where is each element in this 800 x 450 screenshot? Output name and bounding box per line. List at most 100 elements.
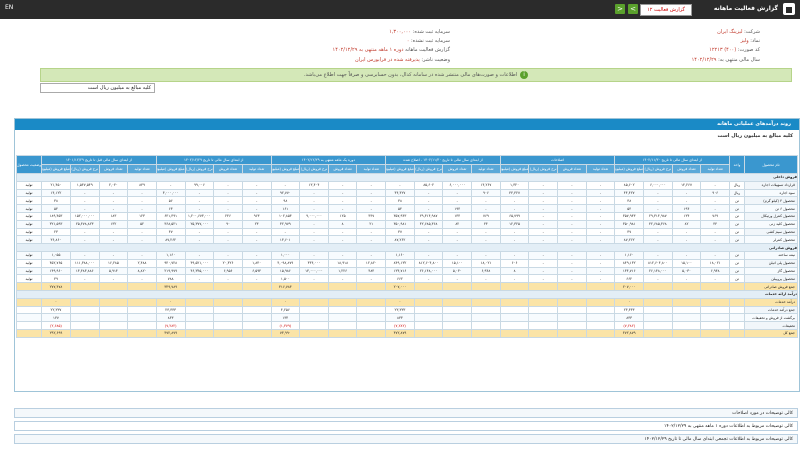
value-cell: ۱۵۲,۰۰۰,۰۰۰ [69,211,100,221]
value-cell: - [98,227,129,237]
value-cell [127,282,157,291]
unit-cell [729,305,745,315]
table-row: محصول پروپیلن تن - - -۶۶۲- - - - - - -۶۶۲- - -۱,۵۰۰-… [16,274,798,284]
value-cell: - [98,250,129,260]
value-cell [327,321,358,330]
value-cell: ۱۳۴,۷۱۶ [614,266,645,276]
capital-label: سرمایه ثبت شده: [412,29,450,35]
value-cell: - [327,188,358,198]
value-cell [213,328,243,338]
value-cell: - [643,196,673,206]
fiscal-label: سال مالی منتهی به: [718,57,760,63]
value-cell [413,328,444,338]
value-cell: - [213,180,243,190]
value-cell: - [184,250,215,260]
value-cell: - [270,180,301,190]
value-cell [528,282,559,291]
value-cell: - [528,227,559,237]
value-cell: ۶,۰۰۰,۰۰۰ [643,180,673,190]
value-cell: - [299,250,329,260]
value-cell: - [356,188,387,198]
value-cell: - [98,274,129,284]
value-cell: ۹۰۶ [471,188,501,198]
value-cell: - [241,188,272,198]
value-cell: - [356,204,387,213]
value-cell: - [700,250,730,260]
value-cell: ۸۴۹ [127,180,157,190]
value-cell: ۲۲,۳۳۷ [41,305,71,315]
table-row: محصول کنترل ورتیکال تن ۷۶۹ ۱۳۴ ۲۹,۳۱۴,۹۸۷ ۳۵۷… [16,211,798,221]
value-cell: - [213,188,243,198]
value-cell: - [270,227,301,237]
value-cell: ۱۵,۱۰۰ [671,258,702,268]
value-cell: - [98,188,129,198]
value-cell: - [413,188,444,198]
value-cell: ۶۶۲ [385,274,415,284]
company-value[interactable]: لیزینگ ایران [717,29,743,35]
value-cell [643,297,673,307]
value-cell: ۵۲ [127,219,157,229]
value-cell: ۹۴۰,۷۲۸ [155,258,186,268]
value-cell [700,282,730,291]
language-toggle[interactable]: EN [5,4,14,11]
value-cell: ۱۸,۹۱۸ [327,258,358,268]
value-cell: ۷۳,۹۹۰ [270,328,301,338]
value-cell: ۱۹۴ [442,204,473,213]
value-cell: - [557,180,587,190]
value-cell [700,328,730,338]
capital-value: ۱,۳۰۰,۰۰۰ [389,29,412,35]
value-cell: - [585,219,616,229]
product-name-cell: محصول سیم کشی [744,227,798,237]
value-cell: - [69,235,100,245]
section-label: درآمد ارائه خدمات [16,289,798,299]
value-cell: - [356,250,387,260]
value-cell [213,282,243,291]
value-cell [327,305,358,315]
value-cell: ۲۹,۳۱۴,۹۸۷ [413,211,444,221]
value-cell: - [98,204,129,213]
value-cell: ۸۱۲,۶۰۴,۸۰۰ [643,258,673,268]
value-cell [184,321,215,330]
value-cell: ۴۴,۴۲۷ [385,188,415,198]
prev-button[interactable]: < [615,4,625,14]
subheader-cell: تعداد تولید [585,164,616,174]
value-cell: ۸۴۹,۱۳۲ [614,258,645,268]
symbol-value[interactable]: ولیز [740,38,749,44]
code-value: (۴۰۰) ۱۲۲۱۳ [709,47,737,53]
value-cell: ۴۴۴,۰۰۰ [299,258,329,268]
value-cell [471,328,501,338]
value-cell: - [299,188,329,198]
subheader-cell: مبلغ فروش (میلیون ریال) [499,164,530,174]
subheader-cell: تعداد تولید [700,164,730,174]
value-cell: - [557,196,587,206]
next-button[interactable]: > [628,4,638,14]
value-cell [299,313,329,323]
value-cell [327,297,358,307]
unit-select[interactable]: کلیه مبالغ به میلیون ریال است [40,83,155,93]
value-cell: ۴۲,۶۸۵,۳۶۸ [413,219,444,229]
value-cell: - [69,250,100,260]
value-cell: ۴۲,۶۸۵,۳۶۸ [643,219,673,229]
value-cell [241,328,272,338]
value-cell: ۲۹۲,۶۹۹ [41,328,71,338]
value-cell [528,328,559,338]
value-cell: - [671,188,702,198]
value-cell: ۱۲,۸۲۰ [356,258,387,268]
report-combo[interactable]: گزارش فعالیت ۱۲ [640,4,692,16]
section-row: فروش صادراتی [16,243,798,252]
value-cell: - [356,227,387,237]
value-cell [442,313,473,323]
value-cell: ۶۵,۷۹۹ [499,211,530,221]
unit-cell: تن [729,274,745,284]
value-cell: - [585,211,616,221]
value-cell: ۱۳۴ [442,211,473,221]
value-cell: - [700,235,730,245]
value-cell: - [585,266,616,276]
value-cell [528,321,559,330]
subheader-cell: نرخ فروش (ریال) [413,164,444,174]
status-cell: تولید [16,180,42,190]
status-cell [16,328,42,338]
value-cell [499,282,530,291]
value-cell: ۳۴۹,۷۸۹ [155,282,186,291]
value-cell [700,305,730,315]
